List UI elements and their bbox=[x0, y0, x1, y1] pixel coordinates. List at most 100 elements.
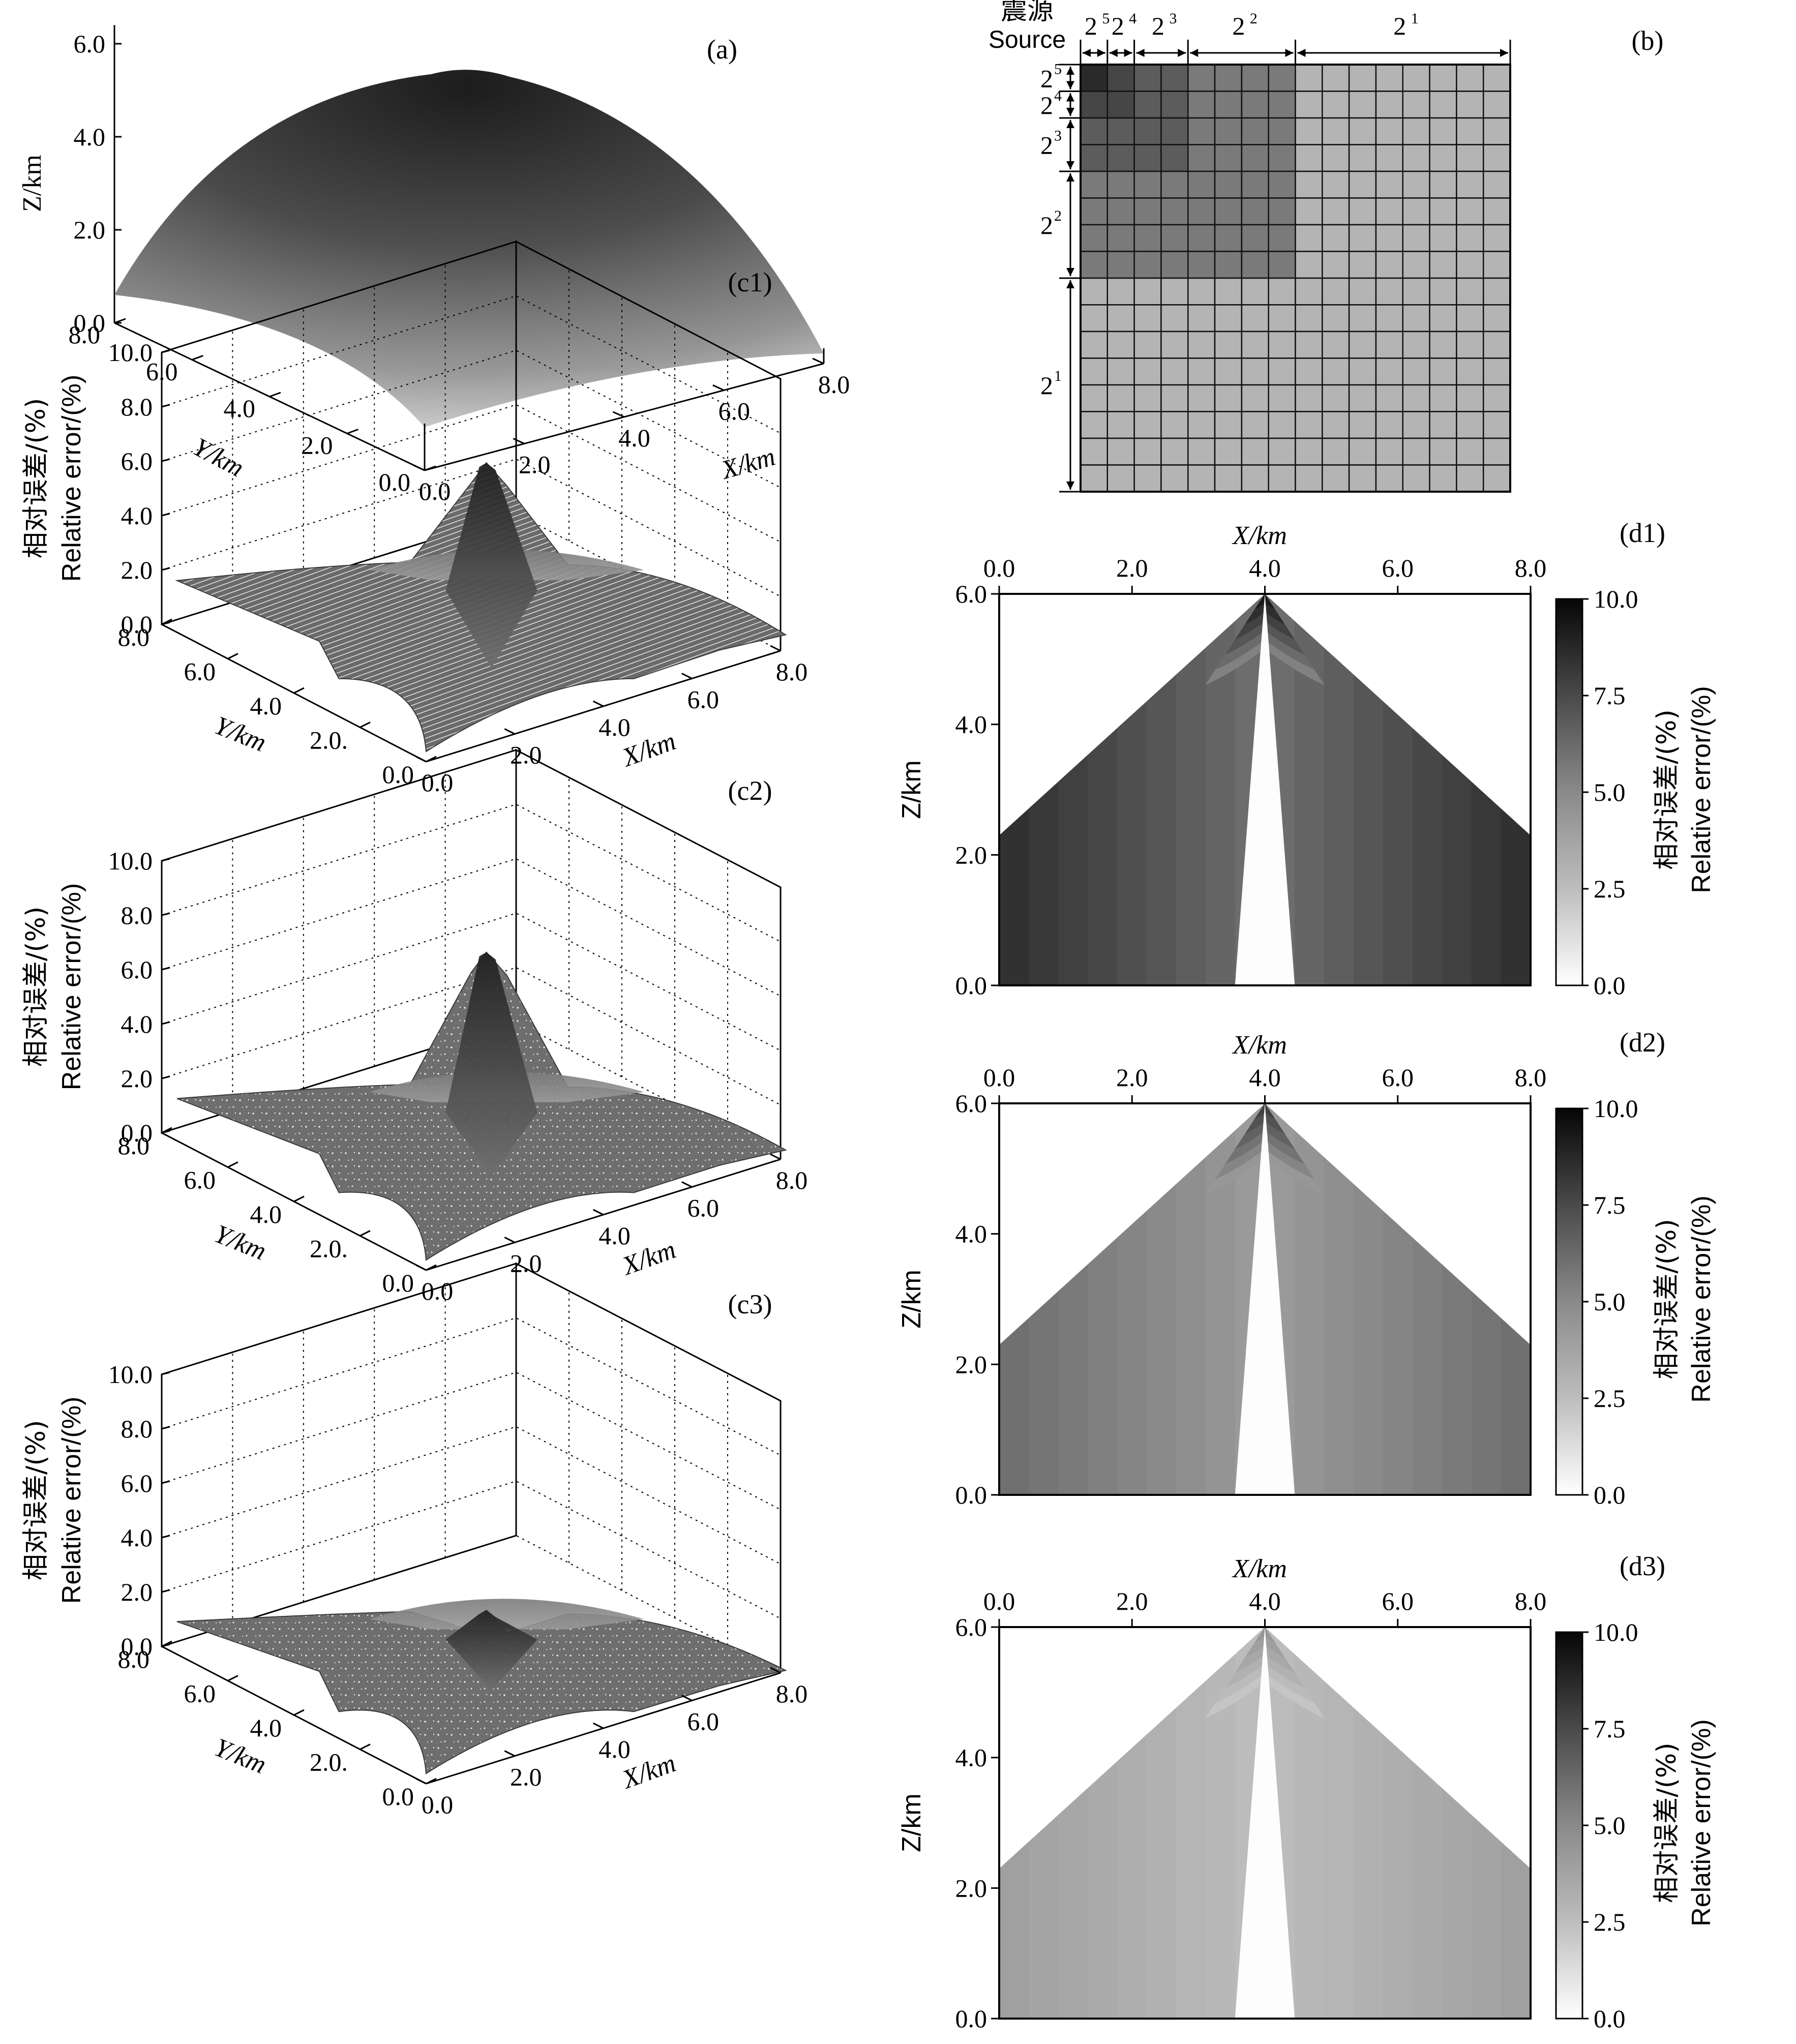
x-tick-label: 0.0 bbox=[983, 1063, 1015, 1092]
y-tick bbox=[161, 1640, 172, 1647]
arrow-head bbox=[1136, 49, 1145, 57]
grid-cell bbox=[1429, 437, 1457, 466]
colorbar-label-en: Relative error/(%) bbox=[1687, 1719, 1716, 1926]
grid-cell bbox=[1348, 170, 1377, 199]
y-tick bbox=[161, 618, 172, 625]
y-tick bbox=[424, 465, 436, 471]
grid-cell bbox=[1133, 277, 1162, 306]
grid-cell bbox=[1456, 277, 1484, 306]
grid-cell bbox=[1429, 357, 1457, 386]
y-tick bbox=[293, 1195, 305, 1203]
arrow-head bbox=[1124, 49, 1132, 57]
arrow-head bbox=[1066, 482, 1074, 490]
panel-c2: 0.02.04.06.08.010.00.02.04.06.08.00.02.0… bbox=[21, 748, 807, 1305]
arrow-head bbox=[1083, 49, 1091, 57]
grid-cell bbox=[1295, 64, 1323, 92]
band-label: 2 bbox=[1085, 12, 1097, 40]
y-tick-label: 2.0. bbox=[310, 726, 348, 755]
grid-cell bbox=[1375, 224, 1403, 252]
x-tick-label: 0.0 bbox=[983, 1587, 1015, 1615]
band-exponent: 1 bbox=[1411, 10, 1419, 27]
x-tick-label: 4.0 bbox=[1249, 554, 1281, 582]
y-tick-label: 0.0 bbox=[382, 1782, 414, 1811]
grid-cell bbox=[1160, 224, 1189, 252]
x-tick-label: 0.0 bbox=[983, 554, 1015, 582]
x-axis-label: X/km bbox=[1232, 521, 1287, 550]
arrow-head bbox=[1097, 49, 1105, 57]
grid-cell bbox=[1241, 117, 1269, 145]
grid-cell bbox=[1348, 224, 1377, 252]
x-tick-label: 4.0 bbox=[618, 424, 650, 452]
colorbar-tick-label: 10.0 bbox=[1594, 1618, 1638, 1646]
mask-left bbox=[999, 1103, 1265, 1345]
grid-cell bbox=[1187, 384, 1216, 412]
grid-cell bbox=[1106, 357, 1135, 386]
grid-cell bbox=[1375, 64, 1403, 92]
grid-cell bbox=[1322, 411, 1350, 439]
y-tick bbox=[161, 1127, 172, 1134]
y-tick-label: 6.0 bbox=[184, 1679, 216, 1708]
y-tick bbox=[191, 355, 204, 360]
colorbar bbox=[1555, 598, 1583, 986]
band-label: 2 bbox=[1232, 12, 1245, 40]
x-tick-label: 4.0 bbox=[1249, 1063, 1281, 1092]
grid-cell bbox=[1106, 411, 1135, 439]
arrow-head bbox=[1066, 93, 1074, 102]
grid-cell bbox=[1322, 91, 1350, 119]
grid-cell bbox=[1322, 357, 1350, 386]
grid-cell bbox=[1214, 117, 1243, 145]
grid-cell bbox=[1160, 357, 1189, 386]
panel-label: (d3) bbox=[1620, 1551, 1665, 1581]
grid-cell bbox=[1456, 330, 1484, 359]
colorbar-label-cn: 相对误差/(%) bbox=[1652, 1742, 1682, 1903]
grid-cell bbox=[1482, 224, 1511, 252]
z-tick-label: 6.0 bbox=[74, 29, 106, 58]
y-tick-label: 2.0 bbox=[955, 1350, 987, 1378]
grid-cell bbox=[1429, 304, 1457, 333]
grid-cell bbox=[1080, 464, 1109, 493]
z-tick-label: 4.0 bbox=[121, 1010, 153, 1038]
grid-cell bbox=[1080, 224, 1109, 252]
grid-line bbox=[161, 404, 781, 543]
grid-cell bbox=[1295, 357, 1323, 386]
grid-line bbox=[161, 349, 781, 488]
grid-cell bbox=[1429, 224, 1457, 252]
y-tick-label: 0.0 bbox=[382, 1269, 414, 1297]
grid-cell bbox=[1106, 170, 1135, 199]
grid-cell bbox=[1482, 304, 1511, 333]
grid-cell bbox=[1348, 64, 1377, 92]
y-tick bbox=[360, 722, 371, 728]
z-tick-label: 8.0 bbox=[121, 393, 153, 421]
x-tick bbox=[415, 1778, 427, 1785]
grid-cell bbox=[1402, 304, 1430, 333]
z-tick bbox=[161, 1535, 170, 1539]
y-tick-label: 0.0 bbox=[382, 760, 414, 789]
x-tick-label: 2.0 bbox=[510, 1763, 542, 1791]
grid-cell bbox=[1456, 464, 1484, 493]
x-tick-label: 4.0 bbox=[598, 713, 631, 741]
y-tick-label: 4.0 bbox=[250, 692, 282, 720]
panel-label: (c2) bbox=[728, 775, 772, 806]
grid-cell bbox=[1456, 251, 1484, 279]
y-axis-label: Z/km bbox=[897, 1270, 926, 1329]
arrow-head bbox=[1297, 49, 1306, 57]
z-tick-label: 8.0 bbox=[121, 1415, 153, 1443]
grid-cell bbox=[1241, 144, 1269, 172]
y-tick-label: 0.0 bbox=[955, 1481, 987, 1509]
grid-line bbox=[161, 967, 781, 1105]
grid-cell bbox=[1106, 251, 1135, 279]
panel-c3: 0.02.04.06.08.010.00.02.04.06.08.00.02.0… bbox=[21, 1262, 807, 1819]
grid-cell bbox=[1295, 170, 1323, 199]
x-tick-label: 2.0 bbox=[1116, 1063, 1148, 1092]
grid-cell bbox=[1429, 64, 1457, 92]
x-tick-label: 2.0 bbox=[1116, 1587, 1148, 1615]
z-tick-label: 0.0 bbox=[121, 610, 153, 639]
grid-cell bbox=[1429, 197, 1457, 226]
grid-cell bbox=[1160, 251, 1189, 279]
z-tick-label: 0.0 bbox=[74, 309, 106, 337]
band-label: 2 bbox=[1040, 131, 1053, 160]
panel-d1: 0.0 2.0 4.0 6.0 8.0 X/km 0.0 2.0 4.0 6.0 Z/km 0.0 2.… bbox=[897, 518, 1716, 1000]
y-tick bbox=[293, 1709, 305, 1716]
grid-cell bbox=[1214, 304, 1243, 333]
